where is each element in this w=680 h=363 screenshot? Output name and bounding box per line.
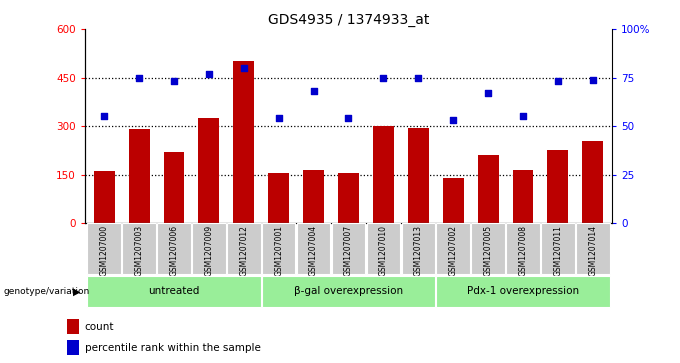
FancyBboxPatch shape (402, 223, 435, 274)
FancyBboxPatch shape (192, 223, 226, 274)
Text: GSM1207000: GSM1207000 (100, 225, 109, 276)
FancyBboxPatch shape (88, 223, 121, 274)
Bar (338, 173, 359, 223)
Text: GSM1207012: GSM1207012 (239, 225, 248, 276)
Text: GSM1207002: GSM1207002 (449, 225, 458, 276)
Bar (477, 155, 498, 223)
Point (552, 78, 563, 84)
Point (483, 90, 494, 96)
Point (239, 65, 250, 71)
Point (203, 71, 214, 77)
Point (378, 75, 389, 81)
Bar (547, 150, 568, 223)
Bar (67, 340, 79, 355)
FancyBboxPatch shape (262, 223, 295, 274)
Text: genotype/variation: genotype/variation (3, 287, 90, 296)
Text: GSM1207003: GSM1207003 (135, 225, 143, 276)
Text: count: count (84, 322, 114, 332)
Text: GSM1207007: GSM1207007 (344, 225, 353, 276)
Point (343, 115, 354, 121)
Title: GDS4935 / 1374933_at: GDS4935 / 1374933_at (268, 13, 429, 26)
FancyBboxPatch shape (227, 223, 260, 274)
Text: GSM1207006: GSM1207006 (169, 225, 178, 276)
Bar (443, 178, 464, 223)
Text: GSM1207010: GSM1207010 (379, 225, 388, 276)
Text: GSM1207005: GSM1207005 (483, 225, 492, 276)
FancyBboxPatch shape (506, 223, 540, 274)
Text: GSM1207001: GSM1207001 (274, 225, 283, 276)
Bar (408, 128, 429, 223)
Bar (303, 170, 324, 223)
Text: GSM1207008: GSM1207008 (519, 225, 528, 276)
Point (588, 77, 598, 82)
Bar (199, 118, 220, 223)
Point (169, 78, 180, 84)
Point (308, 88, 319, 94)
Point (447, 117, 458, 123)
Bar (233, 61, 254, 223)
Bar (67, 319, 79, 334)
Point (517, 114, 528, 119)
Text: GSM1207013: GSM1207013 (414, 225, 423, 276)
Text: GSM1207004: GSM1207004 (309, 225, 318, 276)
FancyBboxPatch shape (437, 223, 470, 274)
Bar (94, 171, 115, 223)
Bar (582, 141, 603, 223)
FancyBboxPatch shape (437, 276, 609, 307)
Text: untreated: untreated (148, 286, 200, 296)
Point (134, 75, 145, 81)
Text: Pdx-1 overexpression: Pdx-1 overexpression (467, 286, 579, 296)
FancyBboxPatch shape (262, 276, 435, 307)
FancyBboxPatch shape (122, 223, 156, 274)
Bar (163, 152, 184, 223)
Bar (513, 170, 534, 223)
Text: percentile rank within the sample: percentile rank within the sample (84, 343, 260, 352)
FancyBboxPatch shape (541, 223, 575, 274)
Bar (373, 126, 394, 223)
FancyBboxPatch shape (157, 223, 191, 274)
Point (99, 114, 109, 119)
Text: GSM1207009: GSM1207009 (205, 225, 214, 276)
Text: ▶: ▶ (73, 286, 80, 297)
Text: GSM1207014: GSM1207014 (588, 225, 597, 276)
Bar (268, 173, 289, 223)
FancyBboxPatch shape (471, 223, 505, 274)
Point (413, 75, 424, 81)
FancyBboxPatch shape (297, 223, 330, 274)
Text: GSM1207011: GSM1207011 (554, 225, 562, 276)
Text: β-gal overexpression: β-gal overexpression (294, 286, 403, 296)
Point (273, 115, 284, 121)
FancyBboxPatch shape (88, 276, 260, 307)
FancyBboxPatch shape (367, 223, 400, 274)
Bar (129, 129, 150, 223)
FancyBboxPatch shape (332, 223, 365, 274)
FancyBboxPatch shape (576, 223, 609, 274)
